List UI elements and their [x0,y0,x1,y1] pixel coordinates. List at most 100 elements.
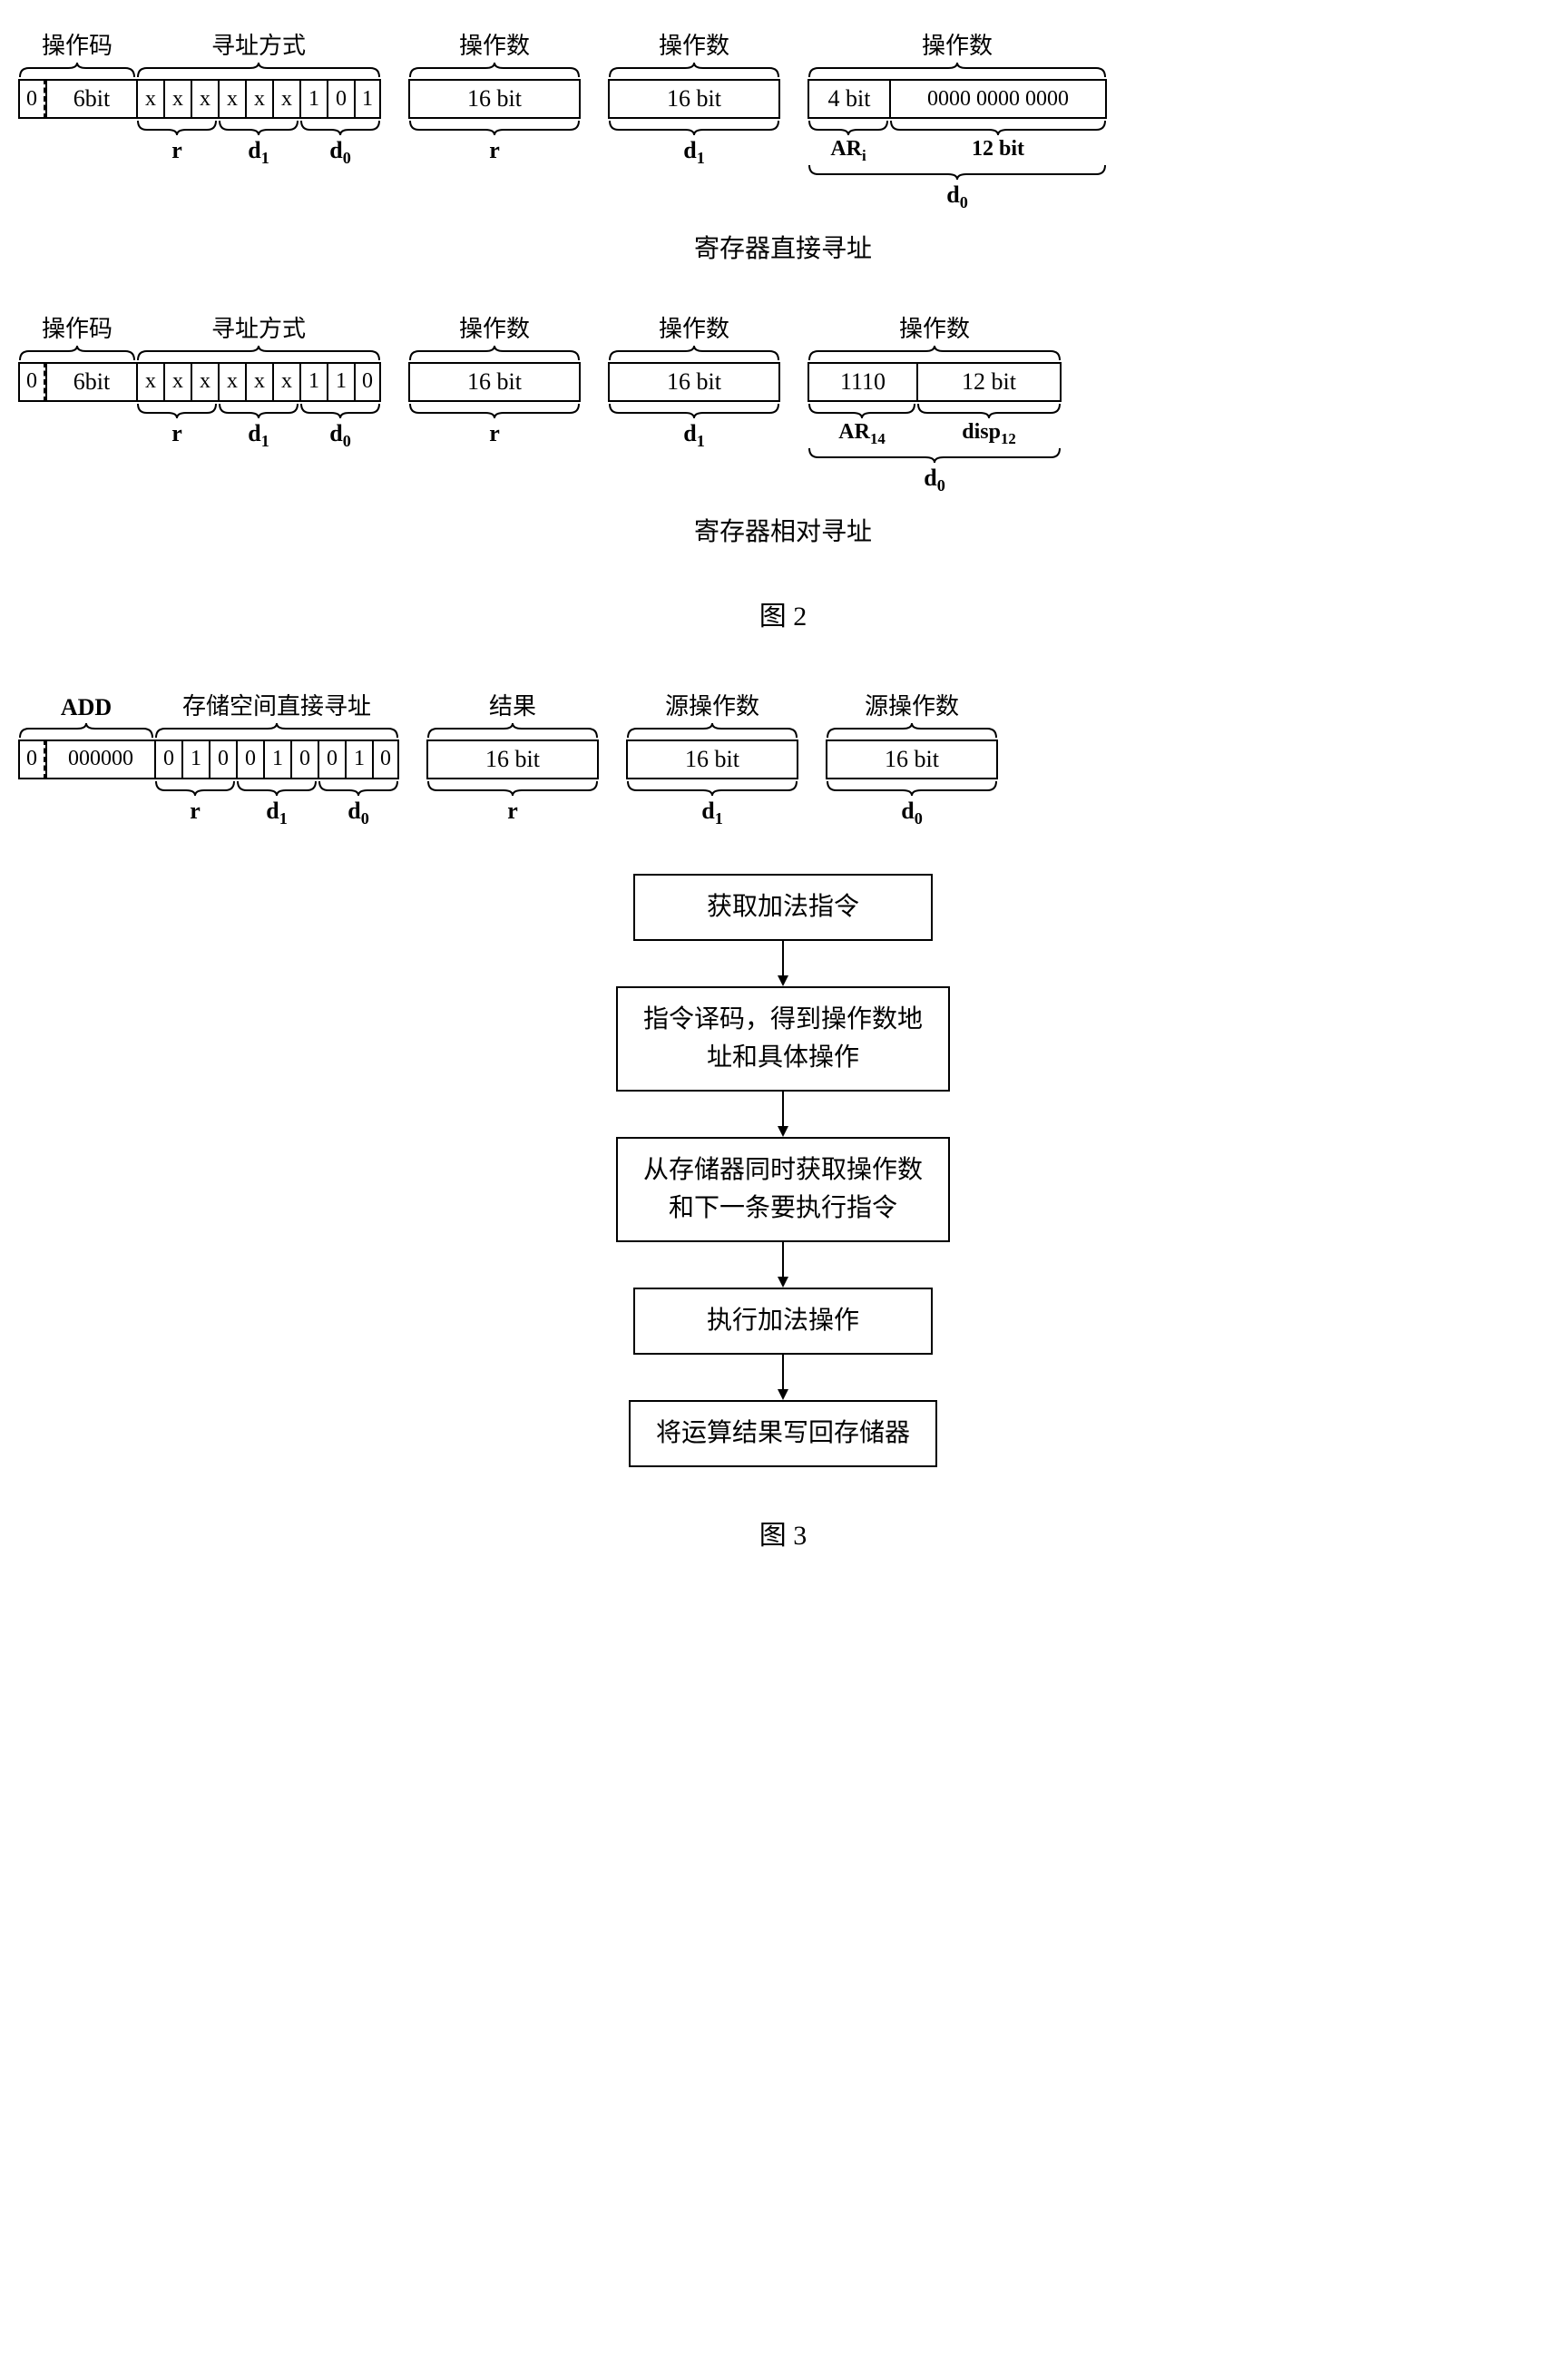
fig2-row2-caption: 寄存器相对寻址 [18,512,1548,548]
cell-d0-2: 0 [372,739,399,779]
label-opcode: 操作码 [42,27,113,61]
cell-d1-1: 1 [263,739,290,779]
label-op-r-bot: r [489,420,500,447]
fig2-r2-instr: 操作码 寻址方式 0 6bit x x x x x x 1 1 0 [18,310,381,451]
fig3-op-d0: 源操作数 16 bit d0 [826,688,998,828]
label-op-r-bot: r [489,137,500,164]
arrow-down-icon [774,1092,792,1137]
label-op-r-bot: r [507,798,518,825]
fc-step-1: 获取加法指令 [633,874,933,941]
label-op-d1-bot: d1 [683,420,705,451]
cell-op-d1: 16 bit [608,362,780,402]
cell-d0-right: 0000 0000 0000 [889,79,1107,119]
figure-2: 操作码 寻址方式 0 6bit x x x x x x 1 0 1 [18,27,1548,633]
cell-d0-right: 12 bit [916,362,1062,402]
brace-icon [608,402,780,418]
brace-icon [154,723,399,739]
brace-icon [408,63,581,79]
arrow-down-icon [774,1355,792,1400]
cell-opcode: 000000 [45,739,154,779]
cell-r1: x [163,362,191,402]
cell-op-r: 16 bit [426,739,599,779]
label-op-d1-bot: d1 [701,798,723,828]
label-ari: ARi [830,137,866,165]
cell-r1: 1 [181,739,209,779]
label-op-r: 操作数 [459,27,530,61]
fc-step-5: 将运算结果写回存储器 [629,1400,937,1467]
brace-icon [136,63,381,79]
fig2-r1-op-d0: 操作数 4 bit 0000 0000 0000 ARi 12 bit [807,27,1107,212]
brace-icon [299,402,381,418]
cell-d0-0: 0 [318,739,345,779]
cell-d0-2: 1 [354,79,381,119]
label-addrmode: 寻址方式 [211,310,306,344]
cell-op-d1: 16 bit [626,739,798,779]
cell-d1-0: 0 [236,739,263,779]
brace-icon [807,402,916,418]
cell-d1-2: x [272,362,299,402]
label-ar14: AR14 [838,420,885,448]
brace-icon [136,346,381,362]
fig2-r2-op-d0: 操作数 1110 12 bit AR14 disp12 d0 [807,310,1062,495]
cell-bit0: 0 [18,79,45,119]
brace-icon [807,163,1107,180]
label-op-r: 操作数 [459,310,530,344]
label-d0: d0 [329,137,351,168]
brace-icon [18,723,154,739]
brace-icon [807,446,1062,463]
fig3-op-r: 结果 16 bit r [426,688,599,825]
cell-d1-0: x [218,79,245,119]
fc-step-3: 从存储器同时获取操作数和下一条要执行指令 [616,1137,950,1242]
brace-icon [826,723,998,739]
fig2-caption: 图 2 [18,593,1548,633]
brace-icon [318,779,399,796]
cell-d0-left: 1110 [807,362,916,402]
cell-op-d1: 16 bit [608,79,780,119]
fig2-r1-instr: 操作码 寻址方式 0 6bit x x x x x x 1 0 1 [18,27,381,168]
label-op-d0-bot: d0 [901,798,923,828]
cell-d0-left: 4 bit [807,79,889,119]
brace-icon [18,63,136,79]
cell-bit0: 0 [18,739,45,779]
cell-r0: x [136,79,163,119]
cell-r1: x [163,79,191,119]
cell-d1-0: x [218,362,245,402]
fig2-row2: 操作码 寻址方式 0 6bit x x x x x x 1 1 0 [18,310,1548,495]
label-d0-full: d0 [924,465,945,495]
cell-r2: 0 [209,739,236,779]
label-src2: 源操作数 [865,688,959,721]
fig2-r1-op-d1: 操作数 16 bit d1 [608,27,780,168]
brace-icon [608,119,780,135]
cell-d1-1: x [245,362,272,402]
label-r: r [190,798,201,825]
fig3-flowchart: 获取加法指令 指令译码，得到操作数地址和具体操作 从存储器同时获取操作数和下一条… [18,874,1548,1467]
brace-icon [626,779,798,796]
label-src1: 源操作数 [665,688,759,721]
brace-icon [408,402,581,418]
cell-r2: x [191,362,218,402]
cell-r0: x [136,362,163,402]
label-r: r [171,420,182,447]
brace-icon [408,119,581,135]
label-op-d1: 操作数 [659,27,729,61]
label-d1: d1 [248,420,269,451]
cell-d1-1: x [245,79,272,119]
brace-icon [299,119,381,135]
brace-icon [916,402,1062,418]
fc-step-2: 指令译码，得到操作数地址和具体操作 [616,986,950,1092]
cell-d0-1: 1 [345,739,372,779]
brace-icon [426,723,599,739]
brace-icon [154,779,236,796]
fig2-r1-op-r: 操作数 16 bit r [408,27,581,164]
label-add: ADD [61,694,112,721]
fig2-r2-op-d1: 操作数 16 bit d1 [608,310,780,451]
label-op-d0: 操作数 [922,27,993,61]
label-d0: d0 [347,798,369,828]
fig3-caption: 图 3 [18,1513,1548,1552]
arrow-down-icon [774,1242,792,1288]
brace-icon [807,346,1062,362]
label-d0-full: d0 [946,181,968,212]
brace-icon [889,119,1107,135]
brace-icon [136,402,218,418]
cell-d0-0: 1 [299,79,327,119]
